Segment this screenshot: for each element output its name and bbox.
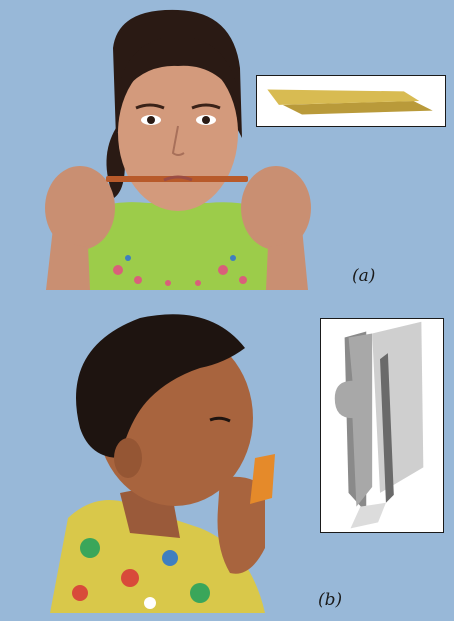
caption-b: (b) (318, 590, 343, 610)
folded-paper-inset (320, 318, 444, 533)
right-hand (241, 166, 311, 250)
left-hand (45, 166, 115, 250)
folded-paper (250, 454, 275, 504)
eye (209, 416, 231, 423)
folded-paper-illustration (334, 321, 424, 529)
ear (114, 438, 142, 478)
dress-embroidery (113, 265, 247, 286)
boy-photo (50, 314, 275, 613)
face (118, 55, 238, 211)
girl-photo (45, 9, 311, 290)
paper-strips-inset (256, 75, 446, 127)
two-paper-strips-illustration (267, 89, 433, 115)
hair (76, 314, 245, 458)
colorful-shirt (50, 500, 265, 613)
caption-a: (a) (352, 266, 376, 286)
paper-strip (106, 176, 248, 182)
shirt-print (72, 538, 210, 609)
